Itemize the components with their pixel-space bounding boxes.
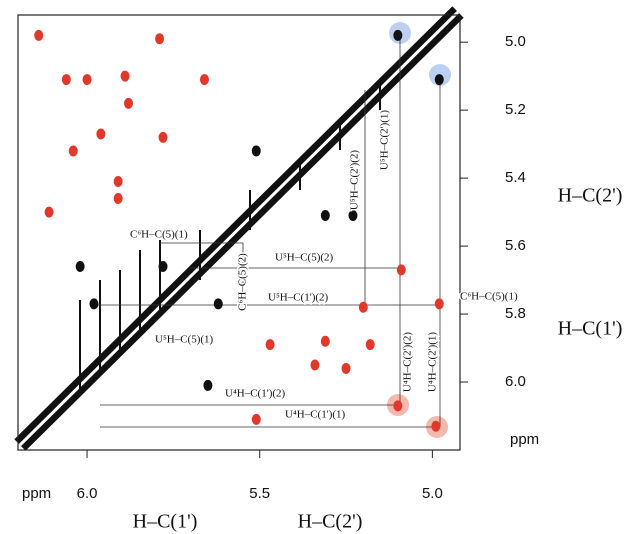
annotation: U⁴H–C(2')(1) — [427, 332, 439, 393]
peak — [61, 74, 71, 86]
annotation: U⁵H–C(2')(1) — [379, 110, 391, 171]
y-label: H–C(1') — [558, 318, 623, 340]
annotation: U⁵H–C(5)(1) — [155, 334, 214, 346]
peak — [431, 420, 441, 432]
y-tick-label: 5.4 — [505, 169, 526, 186]
peak — [251, 413, 261, 425]
peak — [393, 29, 403, 41]
peak — [124, 97, 133, 109]
peak — [358, 301, 368, 313]
y-tick-label: 5.0 — [505, 33, 526, 50]
plot-frame — [17, 14, 461, 451]
y-tick-label: 5.8 — [505, 305, 526, 322]
annotation: U⁵H–C(5)(2) — [275, 252, 334, 264]
y-tick-label: 5.6 — [505, 237, 526, 254]
peak — [113, 176, 123, 188]
annotation: C⁶H–C(5)(1) — [460, 291, 518, 303]
peak — [310, 359, 320, 371]
annotation: C⁶H–C(5)(2) — [237, 253, 249, 311]
peak — [158, 260, 168, 272]
peak — [75, 260, 85, 272]
diagonal — [14, 6, 464, 451]
peak — [89, 298, 99, 310]
peak — [265, 339, 275, 351]
annotation: U⁵H–C(1')(2) — [268, 292, 329, 304]
annotation: U⁴H–C(1')(2) — [225, 388, 286, 400]
peak — [434, 74, 444, 86]
peak — [203, 379, 213, 391]
peak — [396, 264, 406, 276]
x-tick-label: 5.0 — [422, 485, 443, 502]
annotation: C⁶H–C(5)(1) — [130, 229, 188, 241]
y-label: H–C(2') — [558, 185, 623, 207]
y-unit: ppm — [510, 431, 539, 448]
x-unit: ppm — [22, 485, 51, 502]
peak — [44, 206, 54, 218]
peak — [393, 400, 403, 412]
y-tick-label: 6.0 — [505, 373, 526, 390]
x-tick-label: 5.5 — [249, 485, 270, 502]
peak — [199, 74, 209, 86]
diagonal-center — [18, 10, 460, 447]
annotation: U⁵H–C(2')(2) — [349, 150, 361, 211]
peak — [320, 335, 330, 347]
connectors — [90, 33, 441, 428]
peak — [113, 193, 123, 205]
peak — [320, 210, 330, 222]
x-label: H–C(2') — [298, 511, 363, 533]
peak — [434, 298, 444, 310]
peak — [348, 210, 358, 222]
peak — [365, 339, 375, 351]
x-tick-label: 6.0 — [77, 485, 98, 502]
y-tick-label: 5.2 — [505, 101, 526, 118]
peak — [213, 298, 223, 310]
x-label: H–C(1') — [133, 511, 198, 533]
peak — [68, 145, 78, 157]
peak — [34, 29, 44, 41]
peak — [155, 33, 165, 45]
peak — [341, 362, 351, 374]
peak — [82, 74, 92, 86]
peak — [251, 145, 261, 157]
annotation: U⁴H–C(2')(2) — [402, 332, 414, 393]
noise — [79, 85, 381, 390]
annotation: U⁴H–C(1')(1) — [285, 409, 346, 421]
peak — [120, 70, 130, 82]
peak — [158, 131, 168, 143]
peak — [96, 128, 106, 140]
